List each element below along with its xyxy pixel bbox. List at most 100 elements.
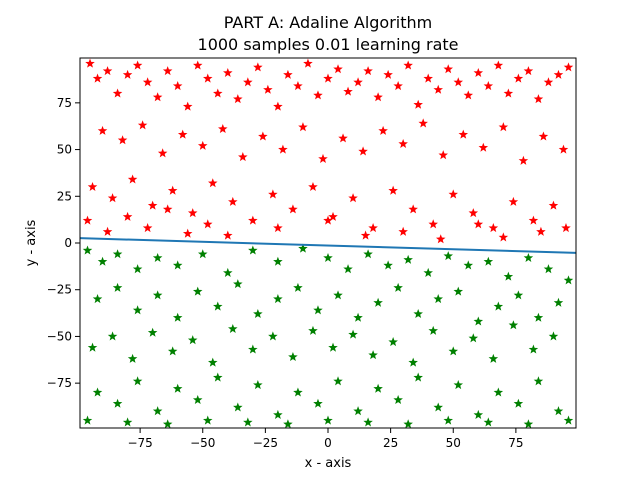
data-point <box>293 282 303 292</box>
data-point <box>343 264 353 274</box>
data-point <box>513 398 524 408</box>
data-point <box>393 282 403 292</box>
data-point <box>253 62 263 72</box>
data-point <box>523 419 534 428</box>
data-point <box>333 376 343 386</box>
data-point <box>468 333 479 343</box>
decision-line-layer <box>80 237 576 254</box>
data-point <box>458 129 469 139</box>
chart-title: PART A: Adaline Algorithm <box>224 13 432 32</box>
data-point <box>203 219 213 229</box>
data-point <box>142 223 153 233</box>
data-point <box>243 77 253 87</box>
data-point <box>368 350 378 360</box>
y-tick-label: −25 <box>47 283 72 297</box>
data-point <box>323 252 333 262</box>
data-point <box>298 122 308 132</box>
data-point <box>513 73 524 83</box>
data-point <box>192 60 203 70</box>
data-point <box>408 204 418 214</box>
data-point <box>323 415 333 425</box>
data-point <box>313 305 323 315</box>
data-point <box>147 327 158 337</box>
data-point <box>152 290 163 300</box>
data-point <box>543 264 554 274</box>
data-point <box>435 234 446 244</box>
decision-boundary-line <box>80 237 576 254</box>
data-point <box>187 335 198 345</box>
data-point <box>172 260 183 270</box>
data-point <box>443 64 453 74</box>
data-point <box>453 77 464 87</box>
scatter-series-1 <box>82 58 574 244</box>
data-point <box>92 387 103 397</box>
data-point <box>233 402 243 412</box>
data-point <box>102 66 113 76</box>
data-point <box>223 267 233 277</box>
data-point <box>273 223 283 233</box>
data-point <box>107 193 118 203</box>
y-tick-label: 0 <box>64 236 72 250</box>
data-point <box>468 208 479 218</box>
y-tick-label: 75 <box>57 96 72 110</box>
data-point <box>233 94 243 104</box>
data-point <box>403 419 413 428</box>
data-point <box>353 406 363 416</box>
data-point <box>112 282 123 292</box>
data-point <box>403 60 413 70</box>
data-point <box>428 325 438 335</box>
data-point <box>313 398 323 408</box>
data-point <box>82 245 93 255</box>
data-point <box>273 101 283 111</box>
data-point <box>373 92 383 102</box>
data-point <box>438 150 448 160</box>
y-axis-label: y - axis <box>24 219 39 266</box>
data-point <box>268 189 278 199</box>
data-point <box>243 417 253 427</box>
data-point <box>333 64 343 74</box>
data-point <box>112 398 123 408</box>
data-point <box>553 69 564 79</box>
scatter-series-2 <box>82 243 574 428</box>
data-point <box>218 124 228 134</box>
data-point <box>263 84 273 94</box>
data-point <box>152 406 163 416</box>
data-point <box>177 129 188 139</box>
data-point <box>388 185 398 195</box>
data-point <box>508 320 519 330</box>
data-point <box>353 312 363 322</box>
data-point <box>102 226 113 236</box>
data-point <box>273 294 283 304</box>
data-point <box>558 144 569 154</box>
x-tick-label: −75 <box>127 436 152 450</box>
data-point <box>172 81 183 91</box>
data-point <box>228 196 238 206</box>
data-point <box>463 90 474 100</box>
data-point <box>348 193 358 203</box>
data-point <box>533 94 544 104</box>
data-point <box>162 66 173 76</box>
data-point <box>388 337 398 347</box>
data-point <box>112 88 123 98</box>
data-point <box>473 316 484 326</box>
data-point <box>208 178 218 188</box>
data-point <box>127 174 138 184</box>
data-point <box>167 185 178 195</box>
data-point <box>208 357 218 367</box>
data-point <box>203 415 213 425</box>
y-tick-label: −50 <box>47 329 72 343</box>
data-point <box>383 69 393 79</box>
data-point <box>147 200 158 210</box>
data-point <box>85 58 95 68</box>
data-point <box>488 353 499 363</box>
data-point <box>523 252 534 262</box>
data-point <box>273 256 283 266</box>
data-point <box>563 62 574 72</box>
data-point <box>393 394 403 405</box>
data-point <box>132 305 143 315</box>
data-point <box>368 223 378 233</box>
data-point <box>132 376 143 386</box>
data-point <box>157 148 168 158</box>
data-point <box>561 223 571 233</box>
data-point <box>483 256 494 266</box>
